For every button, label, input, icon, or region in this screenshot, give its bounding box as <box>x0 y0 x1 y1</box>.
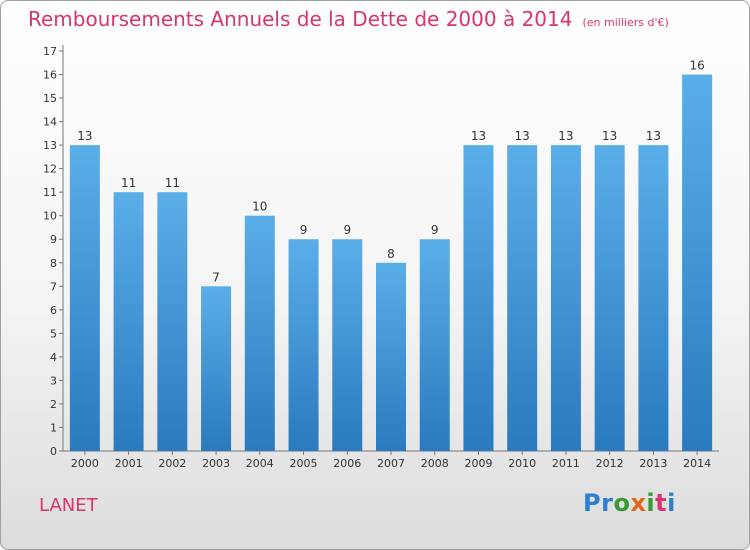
chart-title: Remboursements Annuels de la Dette de 20… <box>28 7 669 31</box>
bar-value-label: 9 <box>300 223 308 237</box>
logo-letter: i <box>646 489 656 517</box>
y-tick-label: 1 <box>50 421 57 434</box>
x-tick-label: 2000 <box>71 457 99 470</box>
y-tick-label: 9 <box>50 233 57 246</box>
bar-value-label: 10 <box>252 200 267 214</box>
bar-value-label: 13 <box>77 129 92 143</box>
logo-letter: x <box>630 489 647 517</box>
chart-unit: (en milliers d'€) <box>582 16 669 29</box>
y-tick-label: 6 <box>50 304 57 317</box>
logo-letter: P <box>583 489 602 517</box>
bar <box>507 145 538 451</box>
bar-value-label: 13 <box>558 129 573 143</box>
logo-letter: i <box>667 489 676 517</box>
x-tick-label: 2012 <box>596 457 624 470</box>
chart-bars: 13 11 11 7 10 9 9 8 9 13 13 13 13 13 16 <box>69 59 713 452</box>
y-tick-label: 0 <box>50 445 57 458</box>
y-tick-label: 5 <box>50 327 57 340</box>
x-tick-label: 2006 <box>333 457 361 470</box>
x-tick-label: 2007 <box>377 457 405 470</box>
bar-value-label: 13 <box>646 129 661 143</box>
town-name: LANET <box>39 495 98 516</box>
bar <box>157 192 188 452</box>
x-tick-label: 2010 <box>508 457 536 470</box>
logo-letter: t <box>655 489 668 517</box>
y-tick-label: 2 <box>50 398 57 411</box>
bar <box>332 239 363 451</box>
y-tick-label: 16 <box>43 69 57 82</box>
y-tick-label: 11 <box>43 186 57 199</box>
bar <box>463 145 494 451</box>
bar <box>288 239 319 451</box>
bar-value-label: 13 <box>515 129 530 143</box>
chart-title-text: Remboursements Annuels de la Dette de 20… <box>28 7 573 31</box>
x-tick-label: 2014 <box>683 457 711 470</box>
bar-value-label: 7 <box>212 270 220 284</box>
bar <box>201 286 232 451</box>
x-tick-label: 2011 <box>552 457 580 470</box>
y-tick-label: 12 <box>43 163 57 176</box>
bar <box>594 145 625 451</box>
bar-value-label: 9 <box>343 223 351 237</box>
bar <box>69 145 100 451</box>
y-tick-label: 7 <box>50 280 57 293</box>
bar <box>682 74 713 451</box>
x-tick-label: 2008 <box>421 457 449 470</box>
bar-value-label: 11 <box>165 176 180 190</box>
y-tick-label: 15 <box>43 92 57 105</box>
y-tick-label: 3 <box>50 374 57 387</box>
logo-letter: r <box>601 489 614 517</box>
bar-value-label: 9 <box>431 223 439 237</box>
bar <box>113 192 144 452</box>
x-tick-label: 2013 <box>639 457 667 470</box>
logo-letter: o <box>613 489 631 517</box>
bar <box>638 145 669 451</box>
y-tick-label: 13 <box>43 139 57 152</box>
x-tick-label: 2009 <box>464 457 492 470</box>
x-tick-label: 2005 <box>290 457 318 470</box>
y-tick-label: 10 <box>43 210 57 223</box>
x-tick-label: 2003 <box>202 457 230 470</box>
y-tick-label: 8 <box>50 257 57 270</box>
y-tick-label: 17 <box>43 45 57 58</box>
bar <box>419 239 450 451</box>
bar-value-label: 8 <box>387 247 395 261</box>
bar-value-label: 11 <box>121 176 136 190</box>
bar-value-label: 13 <box>602 129 617 143</box>
bar <box>376 262 406 451</box>
bar-value-label: 13 <box>471 129 486 143</box>
proxiti-logo: Proxiti <box>583 489 676 517</box>
x-tick-label: 2001 <box>115 457 143 470</box>
x-tick-label: 2002 <box>158 457 186 470</box>
y-tick-label: 4 <box>50 351 57 364</box>
y-tick-label: 14 <box>43 116 57 129</box>
x-tick-label: 2004 <box>246 457 274 470</box>
bar <box>550 145 581 451</box>
bar <box>244 215 275 451</box>
bar-value-label: 16 <box>689 59 704 73</box>
